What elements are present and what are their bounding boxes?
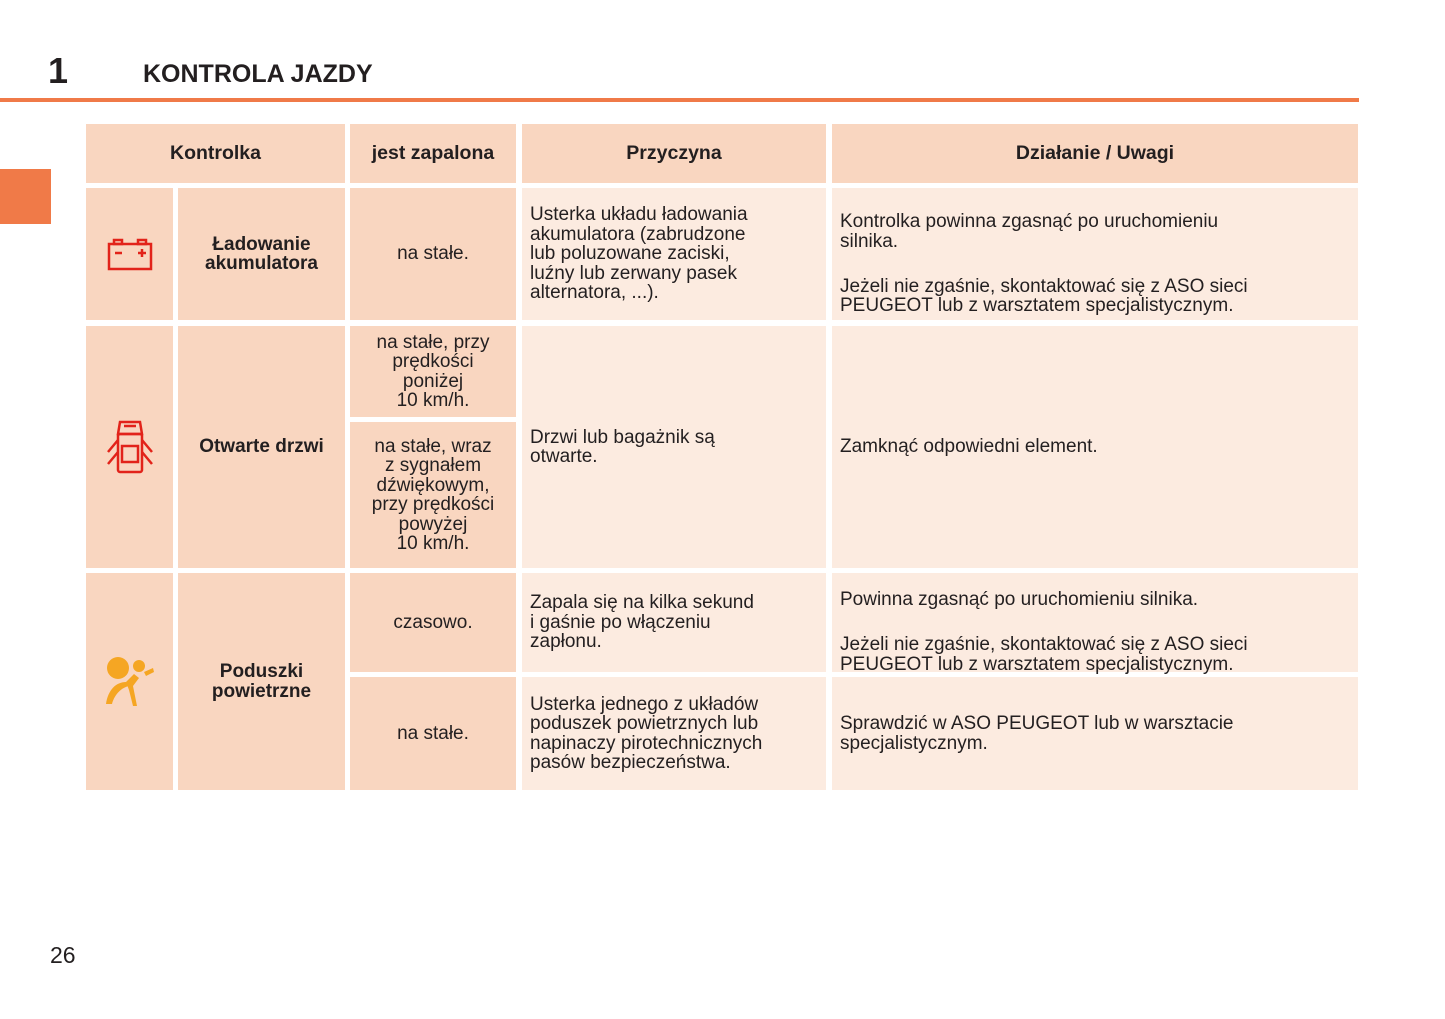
action-text: Zamknąć odpowiedni element.: [832, 326, 1358, 568]
icon-cell: [86, 573, 173, 790]
lit-condition: na stałe, przy prędkości poniżej 10 km/h…: [350, 326, 516, 417]
lit-condition: na stałe, wraz z sygnałem dźwiękowym, pr…: [350, 422, 516, 568]
column-header-przyczyna: Przyczyna: [522, 124, 826, 183]
lit-condition: na stałe.: [350, 188, 516, 320]
action-text: Jeżeli nie zgaśnie, skontaktować się z A…: [840, 275, 1248, 316]
column-header-kontrolka: Kontrolka: [86, 124, 345, 183]
indicator-name: Poduszki powietrzne: [178, 573, 345, 790]
cause: Zapala się na kilka sekund i gaśnie po w…: [522, 573, 826, 672]
action-cell: Powinna zgasnąć po uruchomieniu silnika.…: [832, 573, 1358, 675]
icon-cell: [86, 326, 173, 568]
airbag-icon: [105, 656, 154, 706]
column-header-jest-zapalona: jest zapalona: [350, 124, 516, 183]
icon-cell: [86, 188, 173, 320]
indicator-name: Ładowanie akumulatora: [178, 188, 345, 320]
cause: Usterka jednego z układów poduszek powie…: [522, 677, 826, 790]
action-text: Kontrolka powinna zgasnąć po uruchomieni…: [840, 211, 1219, 252]
action-text: Powinna zgasnąć po uruchomieniu silnika.: [840, 589, 1199, 611]
chapter-number: 1: [48, 50, 69, 91]
cause: Drzwi lub bagażnik są otwarte.: [522, 326, 826, 568]
door-open-icon: [106, 420, 153, 474]
page-number: 26: [50, 942, 76, 968]
action-cell: Kontrolka powinna zgasnąć po uruchomieni…: [832, 188, 1358, 320]
lit-condition: czasowo.: [350, 573, 516, 672]
battery-icon: [107, 238, 152, 271]
lit-condition: na stałe.: [350, 677, 516, 790]
action-text: Jeżeli nie zgaśnie, skontaktować się z A…: [840, 634, 1248, 675]
chapter-tab-marker: [0, 169, 51, 224]
action-text: Sprawdzić w ASO PEUGEOT lub w warsztacie…: [832, 677, 1358, 790]
column-header-dzialanie: Działanie / Uwagi: [832, 124, 1358, 183]
cause: Usterka układu ładowania akumulatora (za…: [522, 188, 826, 320]
header-divider: [0, 98, 1359, 102]
indicator-name: Otwarte drzwi: [178, 326, 345, 568]
page-title: KONTROLA JAZDY: [143, 60, 373, 88]
